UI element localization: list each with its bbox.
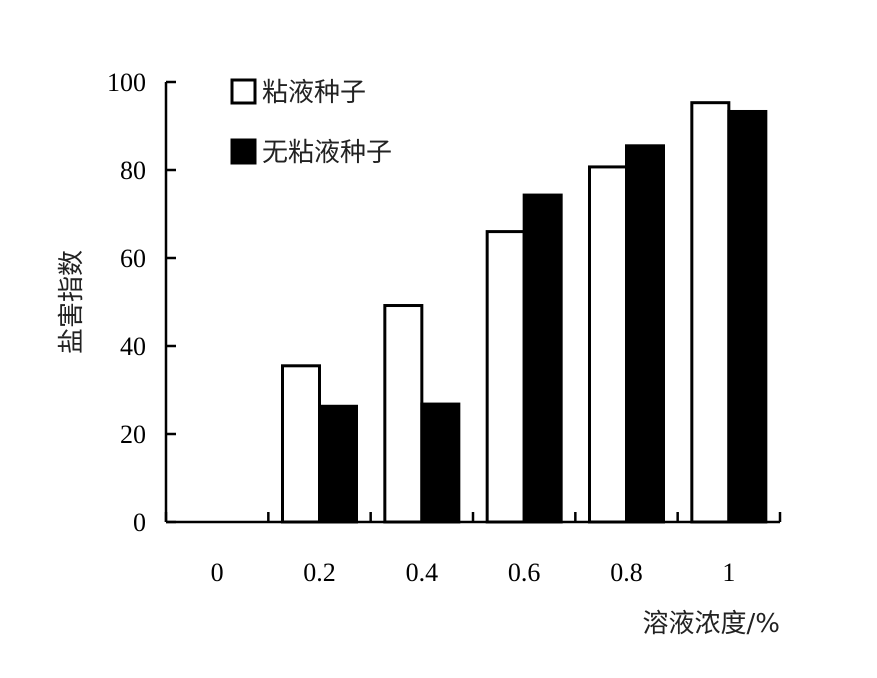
bar-no-mucilage (318, 404, 358, 524)
bar-no-mucilage (727, 109, 768, 524)
y-tick-label: 100 (107, 68, 146, 97)
y-tick-label: 80 (120, 156, 146, 185)
x-tick-label: 0.2 (303, 558, 336, 587)
bar-mucilage (588, 165, 628, 524)
y-tick-label: 0 (133, 508, 146, 537)
y-tick-label: 60 (120, 244, 146, 273)
bar-no-mucilage (625, 144, 665, 524)
bars (281, 101, 768, 524)
x-tick-label: 0.6 (508, 558, 541, 587)
y-axis-label: 盐害指数 (57, 250, 87, 354)
x-tick-label: 1 (722, 558, 735, 587)
legend-swatch-mucilage (230, 78, 257, 105)
bar-mucilage (383, 304, 424, 524)
bar-mucilage (690, 101, 731, 524)
x-tick-label: 0 (211, 558, 224, 587)
x-tick-label: 0.4 (406, 558, 439, 587)
x-axis-label: 溶液浓度/% (643, 609, 780, 639)
y-axis: 0 20 40 60 80 100 (107, 68, 176, 537)
bar-no-mucilage (522, 193, 563, 524)
bar-mucilage (281, 364, 321, 524)
y-tick-label: 40 (120, 332, 146, 361)
legend-swatch-no-mucilage (230, 138, 257, 165)
x-tick-label: 0.8 (610, 558, 643, 587)
legend: 粘液种子 无粘液种子 (230, 78, 392, 168)
legend-label-mucilage: 粘液种子 (262, 78, 366, 108)
bar-mucilage (485, 230, 526, 524)
y-tick-label: 20 (120, 420, 146, 449)
legend-label-no-mucilage: 无粘液种子 (262, 138, 392, 168)
bar-no-mucilage (420, 402, 461, 524)
x-axis: 0 0.2 0.4 0.6 0.8 1 (164, 512, 782, 587)
